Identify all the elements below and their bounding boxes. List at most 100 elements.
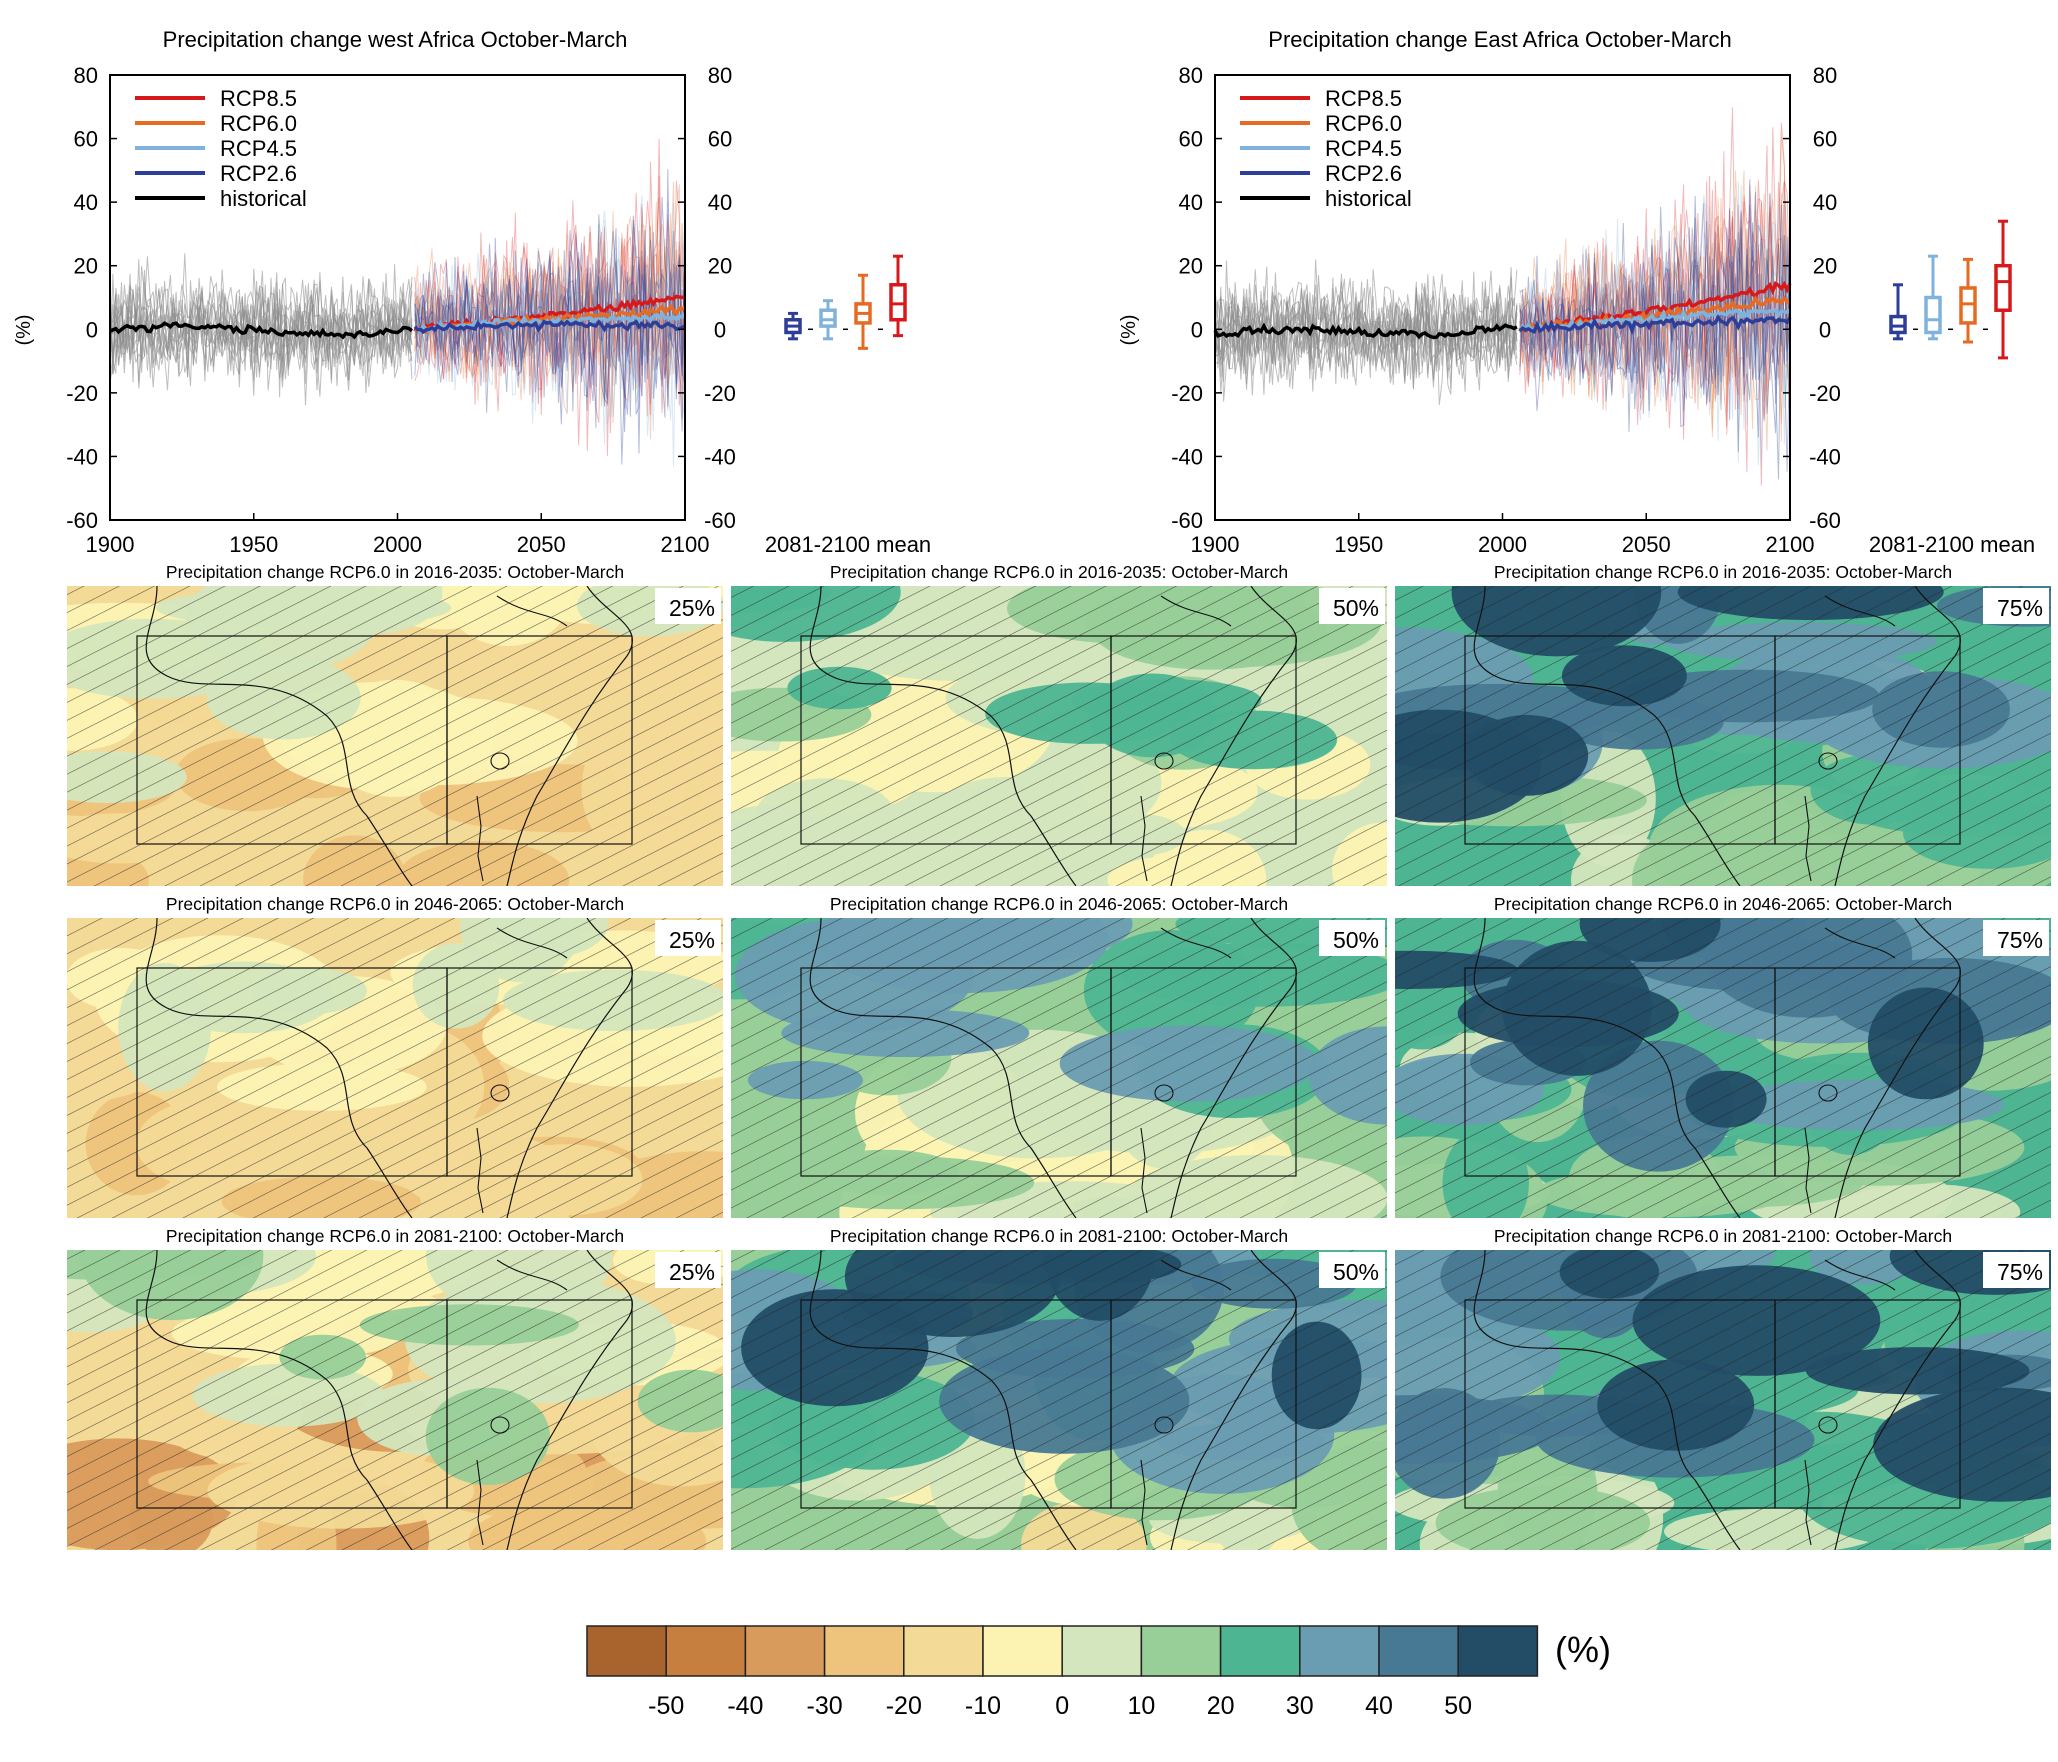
colorbar-tick-label: -20 [886, 1692, 922, 1720]
map-title: Precipitation change RCP6.0 in 2081-2100… [1494, 1226, 1952, 1246]
colorbar: (%) -50 -40 -30 -20 -10 0 10 20 30 40 50 [586, 1625, 1611, 1720]
rift-lakes-outline [1140, 1459, 1148, 1546]
colorbar-swatch [1378, 1625, 1459, 1677]
coastline-north [496, 927, 568, 959]
coastline-east [506, 918, 634, 1218]
rcp-member-line [1519, 212, 1791, 430]
region-box-east [446, 967, 633, 1177]
coastline-north [496, 595, 568, 627]
map-body [1395, 1250, 2051, 1550]
legend-label: RCP8.5 [220, 86, 297, 111]
x-tick-label: 2100 [1766, 532, 1815, 557]
map-panel: Precipitation change RCP6.0 in 2016-2035… [731, 562, 1387, 886]
coastline-north [1160, 1259, 1232, 1291]
boxplot-rcp60 [854, 273, 883, 350]
y-tick-label-left: 80 [74, 63, 98, 88]
map-title: Precipitation change RCP6.0 in 2046-2065… [830, 894, 1288, 914]
coastline-west [1473, 586, 1741, 886]
map-hatching [1395, 1250, 2051, 1550]
rcp-member-line [414, 250, 686, 433]
series-mean-rcp45 [1518, 307, 1792, 333]
rift-lakes-outline [1804, 1459, 1812, 1546]
y-tick-label-right: 60 [708, 127, 732, 152]
ts-east-title: Precipitation change East Africa October… [1268, 27, 1731, 52]
rcp-member-line [414, 192, 686, 456]
series-mean-historical [109, 321, 413, 340]
rcp-member-line [414, 247, 686, 468]
coastline-east [506, 586, 634, 886]
colorbar-swatch [903, 1625, 984, 1677]
colorbar-swatch [1219, 1625, 1301, 1677]
colorbar-tick-label: -10 [965, 1692, 1001, 1720]
coastline-north [1160, 927, 1232, 959]
y-tick-label-right: -60 [704, 508, 736, 533]
colorbar-swatch [586, 1625, 667, 1677]
ts-east-axes: -60 -60 -40 -40 -20 -20 0 0 20 20 40 40 60 60 80 80 1900… [1171, 63, 1841, 557]
coastline-west [145, 1250, 413, 1550]
x-tick-label: 2050 [517, 532, 566, 557]
ts-west-axes: -60 -60 -40 -40 -20 -20 0 0 20 20 40 40 60 60 80 80 1900… [66, 63, 736, 557]
y-tick-label-left: 60 [74, 127, 98, 152]
y-tick-label-left: -40 [66, 444, 98, 469]
rift-lakes-outline [1140, 795, 1148, 882]
rcp-member-line [1519, 181, 1791, 414]
x-tick-label: 2100 [661, 532, 710, 557]
map-grid: Precipitation change RCP6.0 in 2016-2035… [67, 562, 2051, 1550]
box-body [819, 308, 837, 328]
y-tick-label-left: 40 [74, 190, 98, 215]
x-tick-label: 1950 [1334, 532, 1383, 557]
percentile-label: 50% [1333, 595, 1379, 621]
map-panel: Precipitation change RCP6.0 in 2046-2065… [731, 894, 1387, 1218]
map-hatching [731, 586, 1387, 886]
coastline-north [1824, 595, 1896, 627]
region-box-east [446, 635, 633, 845]
percentile-tag-bg [655, 920, 721, 956]
rcp-member-line [414, 225, 686, 411]
y-tick-label-right: 40 [708, 190, 732, 215]
map-body [731, 1250, 1387, 1550]
coastline-west [809, 918, 1077, 1218]
map-panel: Precipitation change RCP6.0 in 2016-2035… [67, 562, 723, 886]
rcp-member-line [414, 138, 686, 451]
x-tick-label: 1950 [229, 532, 278, 557]
rcp-member-line [414, 196, 686, 454]
region-box-east [1774, 1299, 1961, 1509]
lake-outline [490, 1084, 510, 1102]
percentile-label: 50% [1333, 1259, 1379, 1285]
map-body [731, 918, 1387, 1218]
map-title: Precipitation change RCP6.0 in 2016-2035… [1494, 562, 1952, 582]
map-hatching [67, 586, 723, 886]
y-tick-label-left: 20 [74, 254, 98, 279]
y-tick-label-right: 80 [708, 63, 732, 88]
lake-outline [1818, 752, 1838, 770]
colorbar-swatch [744, 1625, 826, 1677]
y-tick-label-right: 0 [1819, 317, 1831, 342]
x-tick-label: 2000 [373, 532, 422, 557]
map-title: Precipitation change RCP6.0 in 2046-2065… [166, 894, 624, 914]
map-title: Precipitation change RCP6.0 in 2081-2100… [166, 1226, 624, 1246]
boxplot-rcp45 [1924, 254, 1953, 341]
legend-label: RCP6.0 [1325, 111, 1402, 136]
legend-label: RCP6.0 [220, 111, 297, 136]
rift-lakes-outline [476, 1459, 484, 1546]
map-body [1395, 586, 2051, 886]
rift-lakes-outline [476, 1127, 484, 1214]
ts-east-ylabel: (%) [1118, 314, 1140, 345]
map-hatching [731, 1250, 1387, 1550]
rcp-member-line [414, 184, 686, 393]
rift-lakes-outline [1140, 1127, 1148, 1214]
rcp-member-line [1519, 195, 1791, 441]
rift-lakes-outline [476, 795, 484, 882]
rcp-member-line [414, 169, 686, 418]
y-tick-label-right: 0 [714, 317, 726, 342]
map-panel: Precipitation change RCP6.0 in 2046-2065… [1395, 894, 2051, 1218]
colorbar-tick-label: -40 [727, 1692, 763, 1720]
rcp-member-line [414, 230, 686, 403]
rcp-member-line [1519, 186, 1791, 451]
ts-east-box-label: 2081-2100 mean [1869, 532, 2035, 557]
percentile-tag-bg [655, 1252, 721, 1288]
coastline-west [1473, 918, 1741, 1218]
rcp-member-line [1519, 122, 1791, 486]
lake-outline [1818, 1084, 1838, 1102]
coastline-east [1834, 586, 1962, 886]
